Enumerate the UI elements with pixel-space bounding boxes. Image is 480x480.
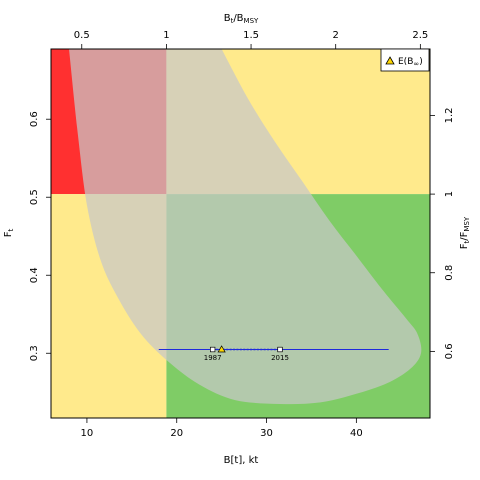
x-tick-label-10: 10 [81,428,94,439]
x-axis-label: B[t], kt [224,455,259,466]
confidence-region [69,49,422,405]
top-tick-label-0.5: 0.5 [74,30,90,41]
estimate-triangle [217,345,226,353]
point-label-2015: 2015 [271,354,289,362]
top-axis-label: Bt/BMSY [224,13,259,25]
point-1987 [210,346,216,353]
y-tick-label-0.6: 0.6 [29,111,40,127]
x-tick-label-40: 40 [350,428,363,439]
top-tick-label-2.5: 2.5 [412,30,428,41]
point-2015 [277,346,283,353]
top-tick-label-2: 2 [333,30,339,41]
y-tick-label-0.4: 0.4 [29,267,40,283]
top-tick-label-1: 1 [163,30,169,41]
y-tick-label-0.3: 0.3 [29,345,40,361]
right-tick-label-0.8: 0.8 [444,265,455,281]
legend-triangle-icon [385,56,395,65]
right-tick-label-1.2: 1.2 [444,108,455,124]
x-tick-label-30: 30 [260,428,273,439]
legend-label: E(B∞) [398,57,423,68]
axes: 10 20 30 40 0.3 0.4 0.5 0.6 0.5 1 1.5 2 2.5 0.6 0.8 1 1.… [29,30,455,439]
y-tick-label-0.5: 0.5 [29,189,40,205]
top-tick-label-1.5: 1.5 [243,30,259,41]
right-tick-label-0.6: 0.6 [444,343,455,359]
plot-frame [50,48,431,419]
legend: E(B∞) [380,48,430,72]
right-tick-label-1: 1 [444,191,455,197]
point-label-1987: 1987 [204,354,222,362]
x-tick-label-20: 20 [170,428,183,439]
y-axis-label: Ft [3,228,15,237]
right-axis-label: Ft/FMSY [459,216,471,249]
legend-box [380,48,430,72]
plot-area: 1987 2015 [50,48,431,419]
